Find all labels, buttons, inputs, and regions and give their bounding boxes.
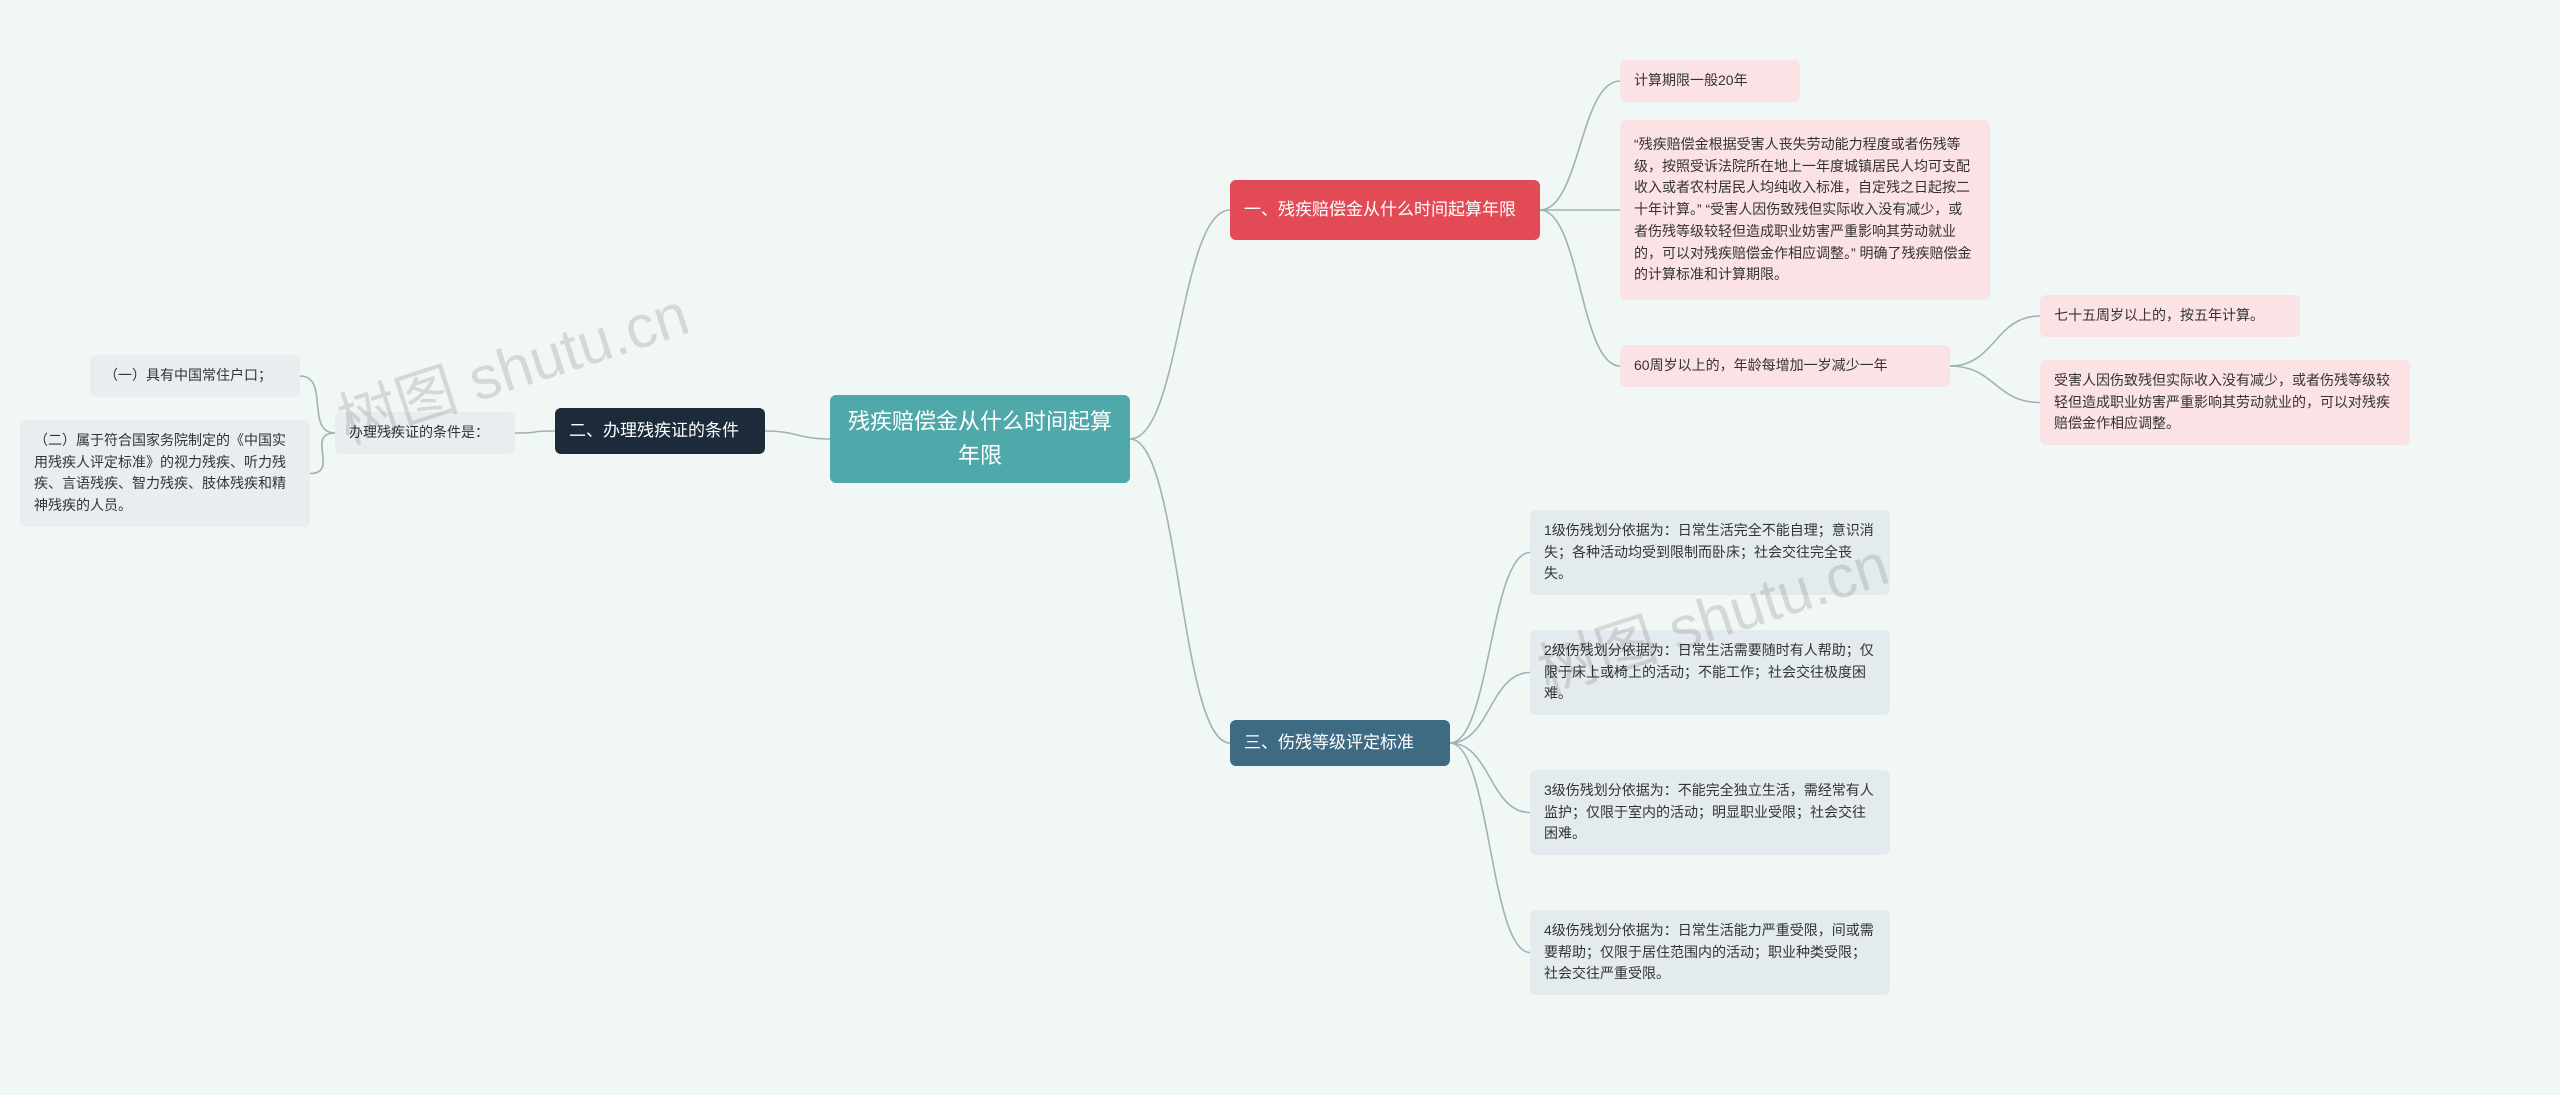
node-b3_1: 1级伤残划分依据为：日常生活完全不能自理；意识消失；各种活动均受到限制而卧床；社… [1530, 510, 1890, 595]
node-b1_3_2: 受害人因伤致残但实际收入没有减少，或者伤残等级较轻但造成职业妨害严重影响其劳动就… [2040, 360, 2410, 445]
node-b3: 三、伤残等级评定标准 [1230, 720, 1450, 766]
connectors-layer [0, 0, 2560, 1095]
node-text: 办理残疾证的条件是： [349, 422, 489, 444]
node-text: 4级伤残划分依据为：日常生活能力严重受限，间或需要帮助；仅限于居住范围内的活动；… [1544, 920, 1876, 985]
edge [765, 431, 830, 439]
edge [1130, 439, 1230, 743]
node-text: 受害人因伤致残但实际收入没有减少，或者伤残等级较轻但造成职业妨害严重影响其劳动就… [2054, 370, 2396, 435]
edge [1950, 316, 2040, 366]
node-b1_1: 计算期限一般20年 [1620, 60, 1800, 102]
node-text: （一）具有中国常住户口； [104, 365, 272, 387]
edge [1950, 366, 2040, 403]
mindmap-canvas: 残疾赔偿金从什么时间起算年限 一、残疾赔偿金从什么时间起算年限二、办理残疾证的条件… [0, 0, 2560, 1095]
node-text: 3级伤残划分依据为：不能完全独立生活，需经常有人监护；仅限于室内的活动；明显职业… [1544, 780, 1876, 845]
node-b3_4: 4级伤残划分依据为：日常生活能力严重受限，间或需要帮助；仅限于居住范围内的活动；… [1530, 910, 1890, 995]
node-text: “残疾赔偿金根据受害人丧失劳动能力程度或者伤残等级，按照受诉法院所在地上一年度城… [1634, 134, 1976, 286]
node-b2_1_2: （二）属于符合国家务院制定的《中国实用残疾人评定标准》的视力残疾、听力残疾、言语… [20, 420, 310, 527]
edge [515, 431, 555, 433]
edge [1450, 553, 1530, 744]
edge [1450, 743, 1530, 953]
node-text: 一、残疾赔偿金从什么时间起算年限 [1244, 197, 1516, 223]
edge [1450, 673, 1530, 744]
node-b3_3: 3级伤残划分依据为：不能完全独立生活，需经常有人监护；仅限于室内的活动；明显职业… [1530, 770, 1890, 855]
node-text: 2级伤残划分依据为：日常生活需要随时有人帮助；仅限于床上或椅上的活动；不能工作；… [1544, 640, 1876, 705]
edge [1450, 743, 1530, 813]
node-text: 七十五周岁以上的，按五年计算。 [2054, 305, 2264, 327]
node-b1_3: 60周岁以上的，年龄每增加一岁减少一年 [1620, 345, 1950, 387]
node-b2_1_1: （一）具有中国常住户口； [90, 355, 300, 397]
node-b3_2: 2级伤残划分依据为：日常生活需要随时有人帮助；仅限于床上或椅上的活动；不能工作；… [1530, 630, 1890, 715]
node-b2: 二、办理残疾证的条件 [555, 408, 765, 454]
edge [1540, 210, 1620, 366]
node-text: 60周岁以上的，年龄每增加一岁减少一年 [1634, 355, 1888, 377]
node-text: 二、办理残疾证的条件 [569, 418, 739, 444]
node-text: 残疾赔偿金从什么时间起算年限 [844, 405, 1116, 473]
node-text: （二）属于符合国家务院制定的《中国实用残疾人评定标准》的视力残疾、听力残疾、言语… [34, 430, 296, 517]
node-b1: 一、残疾赔偿金从什么时间起算年限 [1230, 180, 1540, 240]
edge [310, 433, 335, 474]
node-text: 计算期限一般20年 [1634, 70, 1748, 92]
edge [1540, 81, 1620, 210]
node-text: 1级伤残划分依据为：日常生活完全不能自理；意识消失；各种活动均受到限制而卧床；社… [1544, 520, 1876, 585]
edge [1130, 210, 1230, 439]
node-text: 三、伤残等级评定标准 [1244, 730, 1414, 756]
node-b2_1: 办理残疾证的条件是： [335, 412, 515, 454]
node-b1_3_1: 七十五周岁以上的，按五年计算。 [2040, 295, 2300, 337]
node-b1_2: “残疾赔偿金根据受害人丧失劳动能力程度或者伤残等级，按照受诉法院所在地上一年度城… [1620, 120, 1990, 300]
node-root: 残疾赔偿金从什么时间起算年限 [830, 395, 1130, 483]
